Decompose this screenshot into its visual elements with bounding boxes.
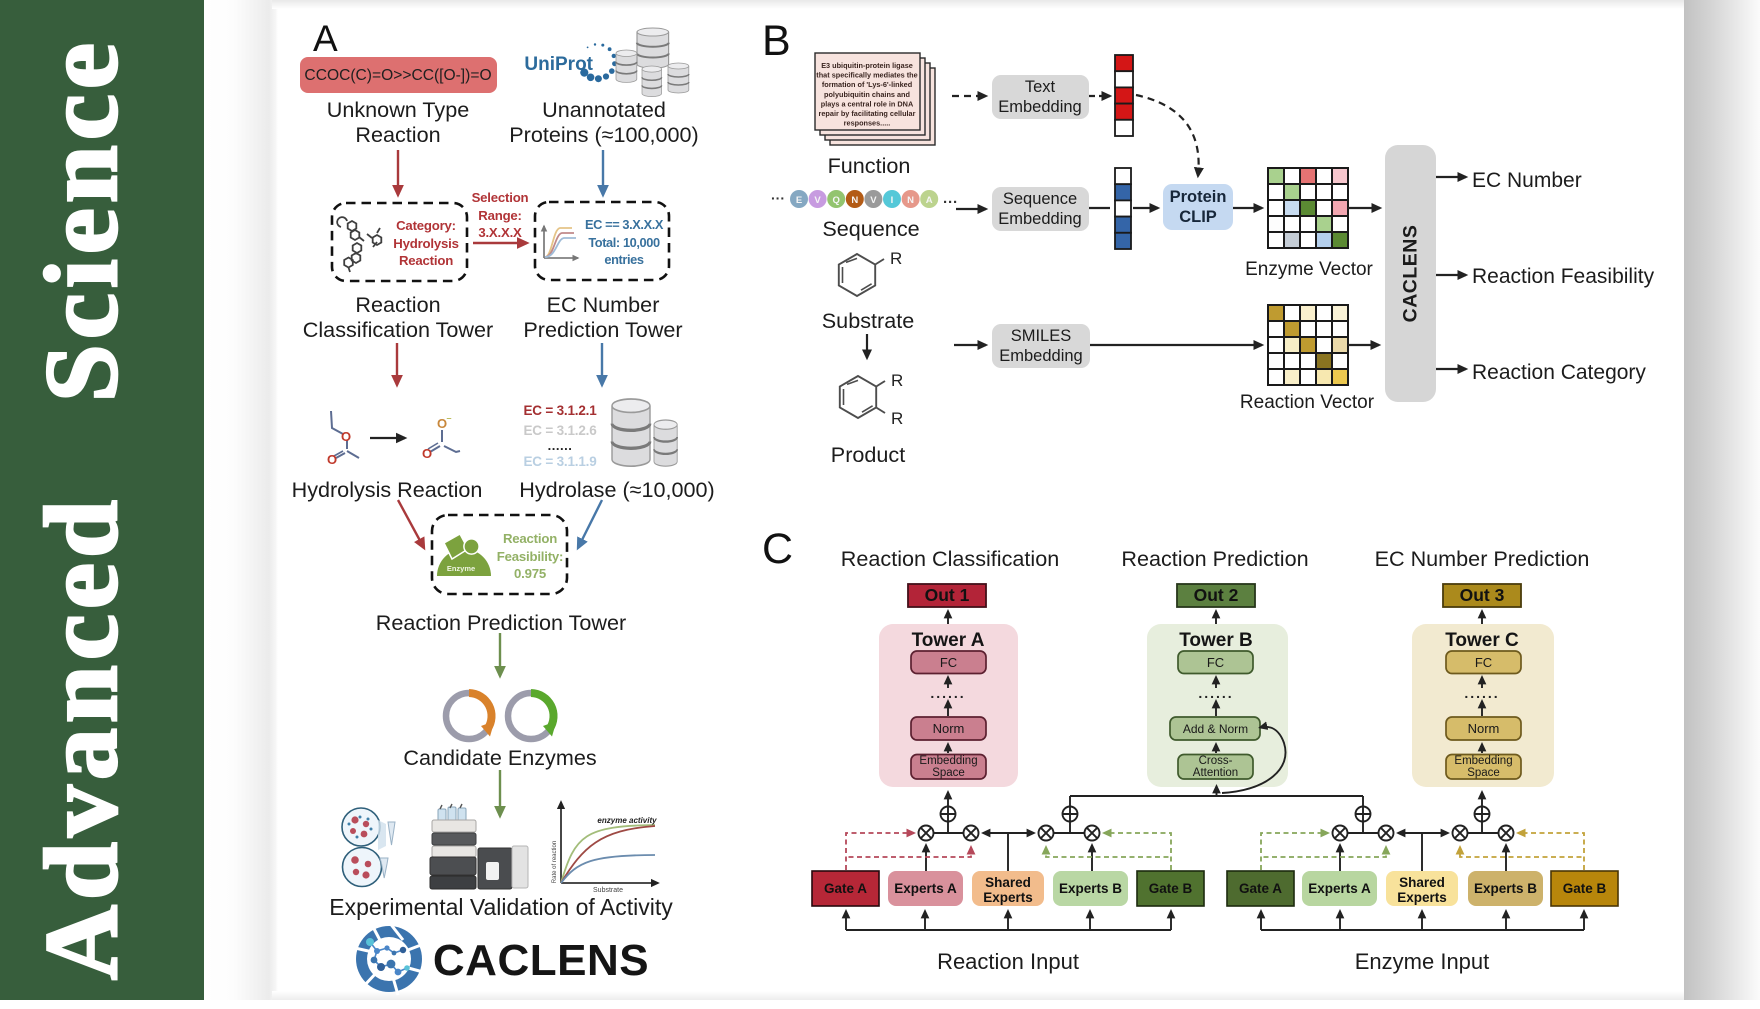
svg-text:A: A: [926, 195, 933, 206]
svg-text:UniProt: UniProt: [524, 54, 593, 75]
svg-text:formation of 'Lys-6'-linked: formation of 'Lys-6'-linked: [822, 80, 912, 89]
svg-text:Gate A: Gate A: [1239, 881, 1282, 896]
svg-text:···: ···: [943, 194, 958, 211]
svg-text:Tower C: Tower C: [1445, 630, 1519, 651]
svg-text:O: O: [327, 452, 337, 467]
svg-text:O: O: [422, 446, 432, 461]
svg-text:......: ......: [930, 685, 965, 701]
svg-text:Enzyme: Enzyme: [447, 564, 475, 573]
svg-text:V: V: [814, 195, 821, 206]
svg-text:enzyme activity: enzyme activity: [597, 816, 657, 825]
svg-text:Experts A: Experts A: [894, 881, 957, 896]
svg-text:Shared: Shared: [985, 875, 1031, 890]
svg-text:N: N: [851, 195, 858, 206]
svg-text:Cross-: Cross-: [1199, 755, 1233, 767]
svg-text:Attention: Attention: [1193, 767, 1238, 779]
svg-text:R: R: [891, 409, 903, 428]
svg-text:plays a central role in DNA: plays a central role in DNA: [821, 99, 914, 108]
svg-text:repair by facilitating cellula: repair by facilitating cellular: [819, 109, 916, 118]
svg-text:Out 1: Out 1: [925, 585, 970, 605]
svg-text:Norm: Norm: [1468, 721, 1500, 736]
svg-text:......: ......: [1198, 685, 1233, 701]
svg-text:···: ···: [771, 190, 785, 206]
svg-text:FC: FC: [940, 655, 957, 670]
svg-text:......: ......: [1464, 685, 1499, 701]
svg-text:Experts: Experts: [1397, 890, 1447, 905]
svg-text:Gate B: Gate B: [1149, 881, 1193, 896]
svg-text:polyubiquitin chains and: polyubiquitin chains and: [824, 90, 910, 99]
svg-text:Space: Space: [932, 767, 965, 779]
svg-text:Tower B: Tower B: [1179, 630, 1253, 651]
svg-text:R: R: [891, 371, 903, 390]
svg-text:E3 ubiquitin-protein ligase: E3 ubiquitin-protein ligase: [821, 61, 913, 70]
svg-text:Tower A: Tower A: [912, 630, 985, 651]
svg-text:O: O: [437, 416, 447, 431]
svg-text:FC: FC: [1207, 655, 1224, 670]
svg-text:Norm: Norm: [933, 721, 965, 736]
svg-text:Rate of reaction: Rate of reaction: [552, 841, 558, 883]
svg-text:Experts B: Experts B: [1474, 881, 1537, 896]
svg-text:V: V: [870, 195, 877, 206]
svg-text:O: O: [341, 429, 351, 444]
svg-text:Gate A: Gate A: [824, 881, 867, 896]
svg-text:Substrate: Substrate: [593, 887, 623, 894]
svg-text:Embedding: Embedding: [1454, 755, 1512, 767]
svg-text:Experts B: Experts B: [1059, 881, 1122, 896]
svg-text:Out 2: Out 2: [1194, 585, 1239, 605]
svg-text:–: –: [446, 413, 451, 423]
svg-text:Experts A: Experts A: [1308, 881, 1371, 896]
svg-text:Embedding: Embedding: [919, 755, 977, 767]
svg-text:responses.....: responses.....: [844, 119, 891, 128]
svg-text:E: E: [796, 195, 802, 206]
svg-text:R: R: [890, 249, 902, 268]
svg-text:Experts: Experts: [983, 890, 1033, 905]
svg-text:Space: Space: [1467, 767, 1500, 779]
svg-text:Out 3: Out 3: [1460, 585, 1505, 605]
svg-text:Add & Norm: Add & Norm: [1183, 722, 1248, 736]
svg-text:FC: FC: [1475, 655, 1492, 670]
svg-text:I: I: [891, 195, 894, 206]
svg-text:Shared: Shared: [1399, 875, 1445, 890]
svg-text:N: N: [907, 195, 914, 206]
svg-text:Q: Q: [833, 195, 840, 206]
svg-text:that specifically mediates the: that specifically mediates the: [816, 71, 917, 80]
svg-text:Gate B: Gate B: [1563, 881, 1607, 896]
